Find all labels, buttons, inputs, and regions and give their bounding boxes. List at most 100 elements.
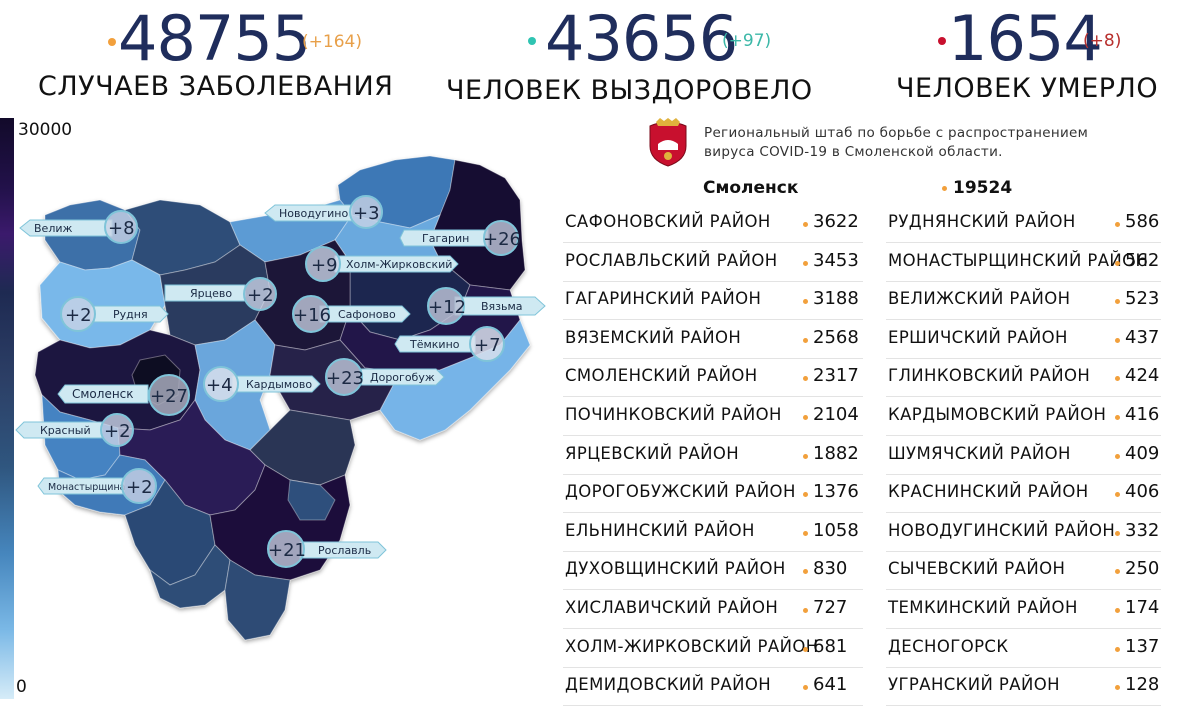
district-dot	[803, 492, 808, 498]
district-name: ЕРШИЧСКИЙ РАЙОН	[888, 327, 1068, 347]
district-value: 523	[1125, 288, 1160, 310]
district-name: ЕЛЬНИНСКИЙ РАЙОН	[565, 520, 755, 540]
deaths-label: ЧЕЛОВЕК УМЕРЛО	[896, 73, 1159, 104]
map-label-rudnya: Рудня +2	[60, 296, 169, 332]
district-row: СЫЧЕВСКИЙ РАЙОН 250	[886, 551, 1161, 591]
district-dot	[803, 260, 808, 266]
recovered-delta: (+97)	[722, 31, 772, 51]
district-name: ВЯЗЕМСКИЙ РАЙОН	[565, 327, 742, 347]
headquarters-line-2: вируса COVID-19 в Смоленской области.	[704, 144, 1003, 160]
district-value: 332	[1125, 519, 1160, 541]
district-name: ШУМЯЧСКИЙ РАЙОН	[888, 443, 1071, 463]
svg-text:Монастырщина: Монастырщина	[48, 482, 125, 493]
district-dot	[1115, 260, 1120, 266]
legend-min: 0	[16, 677, 27, 697]
district-dot	[1115, 685, 1120, 691]
city-name: Смоленск	[703, 178, 799, 198]
district-dot	[803, 337, 808, 343]
district-dot	[1115, 530, 1120, 536]
district-row: ВЯЗЕМСКИЙ РАЙОН 2568	[563, 320, 863, 359]
district-dot	[1115, 222, 1120, 227]
district-value: 641	[813, 674, 848, 696]
svg-text:+2: +2	[126, 477, 153, 498]
district-name: УГРАНСКИЙ РАЙОН	[888, 675, 1060, 695]
district-yershichi	[224, 559, 291, 641]
svg-text:+2: +2	[104, 421, 131, 442]
district-dot	[1115, 299, 1120, 305]
map-label-kardymovo: Кардымово +4	[203, 366, 321, 402]
district-value: 406	[1125, 481, 1160, 503]
district-name: РОСЛАВЛЬСКИЙ РАЙОН	[565, 250, 778, 270]
district-value: 1882	[813, 442, 859, 464]
district-row: ЯРЦЕВСКИЙ РАЙОН 1882	[563, 436, 863, 475]
district-name: ДЕСНОГОРСК	[888, 636, 1009, 656]
district-name: ДОРОГОБУЖСКИЙ РАЙОН	[565, 482, 796, 502]
svg-text:Дорогобуж: Дорогобуж	[370, 371, 435, 384]
district-row: ДУХОВЩИНСКИЙ РАЙОН 830	[563, 551, 863, 591]
district-value: 424	[1125, 365, 1160, 387]
map-label-velizh: Велиж +8	[19, 210, 138, 244]
district-name: МОНАСТЫРЩИНСКИЙ РАЙОН	[888, 250, 1149, 270]
district-value: 3453	[813, 249, 859, 271]
svg-text:+3: +3	[353, 203, 380, 224]
map-label-temkino: Тёмкино +7	[394, 326, 505, 362]
district-value: 409	[1125, 442, 1160, 464]
svg-text:Холм-Жирковский: Холм-Жирковский	[346, 258, 452, 271]
district-row: ТЕМКИНСКИЙ РАЙОН 174	[886, 590, 1161, 629]
district-dot	[803, 299, 808, 305]
legend-max: 30000	[18, 120, 73, 140]
district-desnogorsk	[287, 479, 336, 521]
district-value: 727	[813, 597, 848, 618]
district-dot	[1115, 376, 1120, 382]
district-name: ХИСЛАВИЧСКИЙ РАЙОН	[565, 598, 779, 617]
district-name: НОВОДУГИНСКИЙ РАЙОН	[888, 520, 1116, 540]
map-label-vyazma: Вязьма +12	[427, 287, 546, 325]
district-row: ЕРШИЧСКИЙ РАЙОН 437	[886, 320, 1161, 359]
svg-text:Вязьма: Вязьма	[481, 300, 523, 313]
recovered-value: 43656	[545, 2, 738, 75]
district-row: ВЕЛИЖСКИЙ РАЙОН 523	[886, 281, 1161, 321]
district-value: 437	[1125, 326, 1160, 348]
district-dot	[803, 222, 808, 227]
district-dot	[803, 608, 808, 613]
district-row: РУДНЯНСКИЙ РАЙОН 586	[886, 204, 1161, 243]
svg-text:+9: +9	[311, 255, 338, 276]
district-row: УГРАНСКИЙ РАЙОН 128	[886, 667, 1161, 706]
svg-text:+2: +2	[65, 305, 92, 326]
cases-dot	[108, 38, 116, 46]
district-name: РУДНЯНСКИЙ РАЙОН	[888, 212, 1076, 231]
district-row: ГАГАРИНСКИЙ РАЙОН 3188	[563, 281, 863, 321]
district-name: ЯРЦЕВСКИЙ РАЙОН	[565, 443, 740, 463]
district-dot	[1115, 569, 1120, 575]
district-row: ЕЛЬНИНСКИЙ РАЙОН 1058	[563, 513, 863, 552]
region-map: Велиж +8 Новодугино +3 Гагарин +26 Холм-…	[15, 155, 546, 641]
cases-delta: (+164)	[302, 32, 362, 52]
cases-label: СЛУЧАЕВ ЗАБОЛЕВАНИЯ	[38, 71, 394, 102]
district-dot	[1115, 646, 1120, 652]
district-row: САФОНОВСКИЙ РАЙОН 3622	[563, 204, 863, 243]
district-name: СМОЛЕНСКИЙ РАЙОН	[565, 366, 758, 386]
map-label-novodugino: Новодугино +3	[264, 195, 383, 229]
headquarters-text: Региональный штаб по борьбе с распростра…	[704, 124, 1088, 162]
map-label-smolensk: Смоленск +27	[57, 374, 190, 416]
district-dot	[803, 569, 808, 575]
district-value: 128	[1125, 674, 1160, 696]
district-row: ДЕМИДОВСКИЙ РАЙОН 641	[563, 667, 863, 706]
svg-text:Сафоново: Сафоново	[338, 308, 396, 321]
svg-text:Рудня: Рудня	[113, 308, 148, 321]
district-row: НОВОДУГИНСКИЙ РАЙОН 332	[886, 513, 1161, 552]
city-dot	[942, 186, 947, 191]
svg-text:+26: +26	[483, 229, 521, 250]
map-label-roslavl: Рославль +21	[267, 530, 387, 568]
district-dot	[803, 376, 808, 382]
district-name: ДЕМИДОВСКИЙ РАЙОН	[565, 675, 772, 695]
map-label-krasny: Красный +2	[15, 413, 134, 447]
district-value: 830	[813, 558, 848, 580]
color-scale-legend	[0, 118, 14, 699]
district-dot	[803, 646, 808, 652]
svg-text:Рославль: Рославль	[318, 544, 371, 557]
district-row: СМОЛЕНСКИЙ РАЙОН 2317	[563, 358, 863, 398]
district-dot	[803, 530, 808, 536]
svg-text:Новодугино: Новодугино	[279, 207, 348, 220]
map-label-monastyrshchina: Монастырщина +2	[37, 468, 157, 504]
